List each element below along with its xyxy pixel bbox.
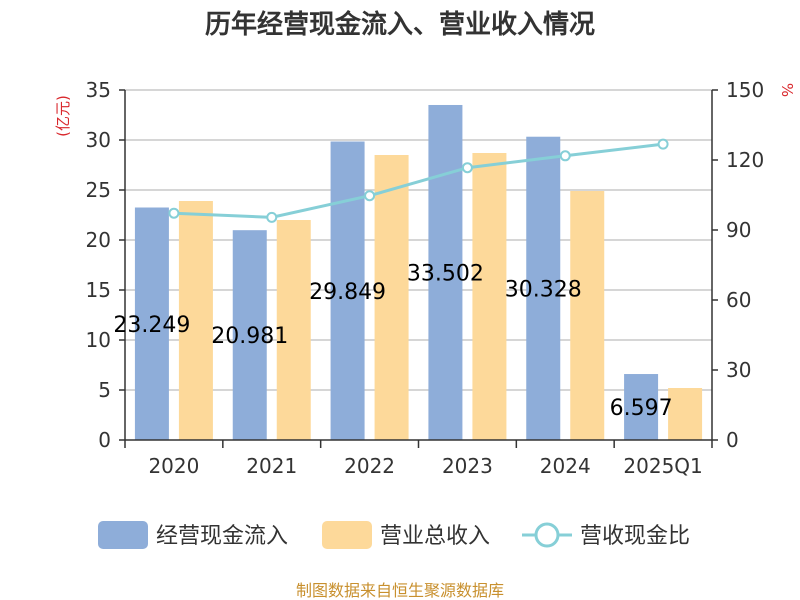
cash-inflow-bar: [526, 136, 561, 440]
left-tick-label: 0: [98, 428, 111, 452]
legend-swatch-marker: [534, 522, 560, 548]
ratio-point: [559, 150, 571, 162]
revenue-bar: [276, 220, 311, 440]
right-tick-label: 120: [726, 148, 764, 172]
left-tick-label: 5: [98, 378, 111, 402]
ratio-line: [168, 138, 669, 223]
gridlines: [125, 89, 712, 391]
right-tick-label: 0: [726, 428, 739, 452]
ratio-point: [461, 162, 473, 174]
x-tick-label: 2025Q1: [623, 454, 702, 478]
cash-inflow-bar: [330, 141, 365, 440]
revenue-bar: [570, 191, 605, 440]
ratio-point: [168, 207, 180, 219]
legend-label: 营业总收入: [380, 524, 490, 549]
bar-value-label: 6.597: [610, 396, 673, 421]
revenue-bar: [178, 201, 213, 440]
revenue-bar: [374, 155, 409, 440]
left-tick-label: 15: [86, 278, 111, 302]
chart-title: 历年经营现金流入、营业收入情况: [205, 9, 595, 40]
legend: 经营现金流入 营业总收入 营收现金比: [98, 521, 690, 549]
right-tick-label: 150: [726, 78, 764, 102]
revenue-bar: [472, 153, 507, 440]
x-tick-label: 2022: [344, 454, 395, 478]
right-tick-label: 60: [726, 288, 751, 312]
cash-inflow-bar: [232, 230, 267, 440]
legend-swatch-bar: [98, 521, 148, 549]
right-tick-label: 30: [726, 358, 751, 382]
cash-inflow-bar: [624, 374, 659, 440]
ratio-point: [266, 211, 278, 223]
left-tick-label: 25: [86, 178, 111, 202]
x-tick-label: 2021: [246, 454, 297, 478]
left-tick-label: 30: [86, 128, 111, 152]
left-axis-unit: (亿元): [54, 95, 72, 137]
x-tick-label: 2024: [540, 454, 591, 478]
ratio-point: [657, 138, 669, 150]
ratio-point: [364, 190, 376, 202]
legend-label: 营收现金比: [580, 524, 690, 549]
bar-value-label: 29.849: [309, 280, 386, 305]
x-tick-label: 2023: [442, 454, 493, 478]
bar-value-label: 20.981: [211, 324, 288, 349]
bar-value-label: 23.249: [113, 313, 190, 338]
left-tick-label: 35: [86, 78, 111, 102]
right-tick-label: 90: [726, 218, 751, 242]
bar-value-label: 30.328: [505, 277, 582, 302]
right-axis-unit: %: [778, 83, 796, 97]
cash-inflow-bar: [428, 104, 463, 440]
legend-label: 经营现金流入: [156, 524, 288, 549]
bars: [134, 104, 703, 440]
x-tick-label: 2020: [148, 454, 199, 478]
ratio-line-path: [173, 142, 664, 219]
source-note: 制图数据来自恒生聚源数据库: [296, 581, 504, 600]
cash-inflow-bar: [134, 207, 169, 440]
bar-value-labels: 23.249 20.981 29.849 33.502 30.328 6.597: [113, 261, 672, 421]
legend-swatch-bar: [322, 521, 372, 549]
revenue-bar: [668, 388, 703, 440]
left-tick-label: 10: [86, 328, 111, 352]
left-tick-label: 20: [86, 228, 111, 252]
bar-value-label: 33.502: [407, 261, 484, 286]
axes: 0 5 10 15 20 25 30 35 0 30 60 90 120 150 2020 2021 2022 2…: [86, 78, 765, 478]
